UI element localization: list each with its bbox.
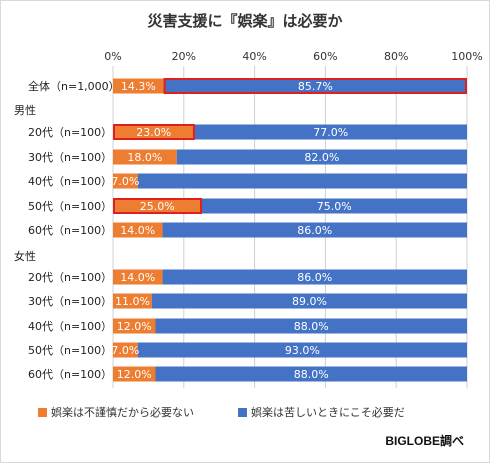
data-label-necessary: 82.0% (304, 151, 339, 164)
bar-unnecessary (113, 124, 195, 140)
bar-necessary (137, 342, 467, 358)
data-label-unnecessary: 11.0% (115, 295, 150, 308)
data-label-unnecessary: 14.0% (120, 271, 155, 284)
data-label-unnecessary: 7.0% (111, 344, 139, 357)
data-label-unnecessary: 14.3% (121, 80, 156, 93)
data-label-necessary: 86.0% (297, 224, 332, 237)
legend-swatch-necessary (238, 407, 247, 417)
category-label: 40代（n=100） (28, 175, 112, 188)
group-label: 女性 (14, 249, 36, 263)
bar-unnecessary (113, 173, 138, 189)
bar-unnecessary (113, 78, 164, 94)
data-label-unnecessary: 12.0% (117, 320, 152, 333)
bar-unnecessary (113, 366, 156, 382)
bar-unnecessary (113, 149, 177, 165)
category-label: 50代（n=100） (28, 200, 112, 213)
data-label-necessary: 88.0% (294, 320, 329, 333)
highlight-box-necessary (163, 78, 467, 94)
legend: 娯楽は不謹慎だから必要ない 娯楽は苦しいときにこそ必要だ (38, 404, 478, 420)
category-label: 20代（n=100） (28, 126, 112, 139)
bar-unnecessary (113, 293, 152, 309)
category-label: 50代（n=100） (28, 344, 112, 357)
data-label-necessary: 86.0% (297, 271, 332, 284)
data-label-necessary: 75.0% (317, 200, 352, 213)
category-label: 60代（n=100） (28, 224, 112, 237)
bar-unnecessary (113, 222, 163, 238)
data-label-unnecessary: 7.0% (111, 175, 139, 188)
bar-necessary (137, 173, 467, 189)
bar-unnecessary (113, 342, 138, 358)
x-tick-label: 0% (104, 50, 121, 63)
data-label-necessary: 77.0% (313, 126, 348, 139)
data-label-necessary: 89.0% (292, 295, 327, 308)
bar-necessary (155, 366, 468, 382)
bar-necessary (176, 149, 467, 165)
bar-necessary (151, 293, 467, 309)
data-label-unnecessary: 12.0% (117, 368, 152, 381)
legend-swatch-unnecessary (38, 407, 47, 417)
legend-label-necessary: 娯楽は苦しいときにこそ必要だ (251, 406, 405, 419)
bar-unnecessary (113, 198, 202, 214)
category-label: 全体（n=1,000） (28, 79, 120, 93)
data-label-necessary: 88.0% (294, 368, 329, 381)
bar-necessary (155, 318, 468, 334)
category-label: 60代（n=100） (28, 368, 112, 381)
group-label: 男性 (14, 103, 36, 117)
highlight-box-unnecessary (113, 198, 202, 214)
x-tick-label: 40% (242, 50, 266, 63)
data-label-necessary: 93.0% (285, 344, 320, 357)
category-label: 40代（n=100） (28, 320, 112, 333)
bar-necessary (194, 124, 468, 140)
legend-item-unnecessary: 娯楽は不謹慎だから必要ない (38, 404, 194, 420)
legend-label-unnecessary: 娯楽は不謹慎だから必要ない (51, 406, 194, 419)
bar-unnecessary (113, 269, 163, 285)
data-label-unnecessary: 14.0% (120, 224, 155, 237)
bar-necessary (162, 269, 467, 285)
source-credit: BIGLOBE調べ (385, 434, 464, 448)
category-label: 30代（n=100） (28, 151, 112, 164)
highlight-box-unnecessary (113, 124, 195, 140)
data-label-necessary: 85.7% (298, 80, 333, 93)
bar-necessary (201, 198, 467, 214)
legend-item-necessary: 娯楽は苦しいときにこそ必要だ (238, 404, 405, 420)
x-tick-label: 80% (384, 50, 408, 63)
bar-necessary (162, 222, 467, 238)
x-tick-label: 100% (451, 50, 482, 63)
category-label: 20代（n=100） (28, 271, 112, 284)
bar-necessary (163, 78, 467, 94)
category-label: 30代（n=100） (28, 295, 112, 308)
chart-title: 災害支援に『娯楽』は必要か (147, 12, 343, 30)
bar-unnecessary (113, 318, 156, 334)
x-tick-label: 20% (172, 50, 196, 63)
data-label-unnecessary: 23.0% (136, 126, 171, 139)
data-label-unnecessary: 18.0% (127, 151, 162, 164)
x-tick-label: 60% (313, 50, 337, 63)
data-label-unnecessary: 25.0% (140, 200, 175, 213)
